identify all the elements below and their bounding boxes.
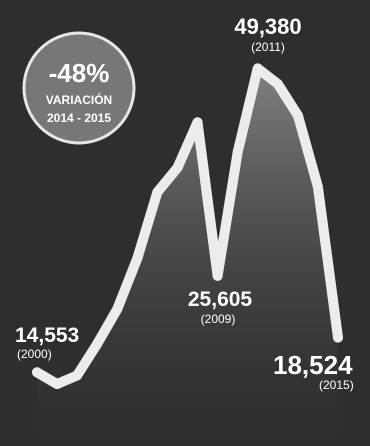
- data-point-2011: [252, 63, 263, 74]
- data-label-2009: 25,605: [188, 288, 253, 311]
- data-label-2011: 49,380: [234, 14, 301, 39]
- data-point-2002: [72, 370, 83, 381]
- data-label-2000: 14,553: [15, 324, 79, 347]
- series-line: [32, 63, 343, 390]
- data-label-2015: 18,524: [273, 350, 353, 380]
- variation-badge: -48% VARIACIÓN 2014 - 2015: [22, 31, 136, 145]
- data-point-2000: [32, 367, 42, 378]
- data-point-2006: [152, 187, 163, 198]
- data-point-2014: [312, 181, 323, 192]
- data-point-2003: [92, 338, 103, 349]
- data-points: [32, 63, 343, 390]
- data-point-2004: [112, 304, 123, 315]
- year-label-2011: (2011): [251, 40, 285, 54]
- badge-period: 2014 - 2015: [47, 111, 111, 125]
- badge-percentage: -48%: [49, 58, 110, 88]
- area-fill: [37, 68, 338, 446]
- data-point-2001: [52, 379, 63, 390]
- data-point-2010: [232, 146, 243, 157]
- year-label-2000: (2000): [17, 347, 52, 361]
- data-point-2009: [212, 270, 223, 281]
- year-label-2009: (2009): [201, 312, 236, 326]
- data-point-2012: [272, 78, 283, 89]
- data-point-2008: [192, 117, 203, 128]
- data-point-2007: [172, 162, 183, 173]
- data-point-2015: [333, 332, 343, 343]
- badge-circle: [22, 31, 136, 145]
- data-point-2005: [132, 253, 143, 264]
- data-point-2013: [292, 110, 303, 121]
- badge-label: VARIACIÓN: [46, 92, 112, 107]
- year-label-2015: (2015): [319, 378, 354, 392]
